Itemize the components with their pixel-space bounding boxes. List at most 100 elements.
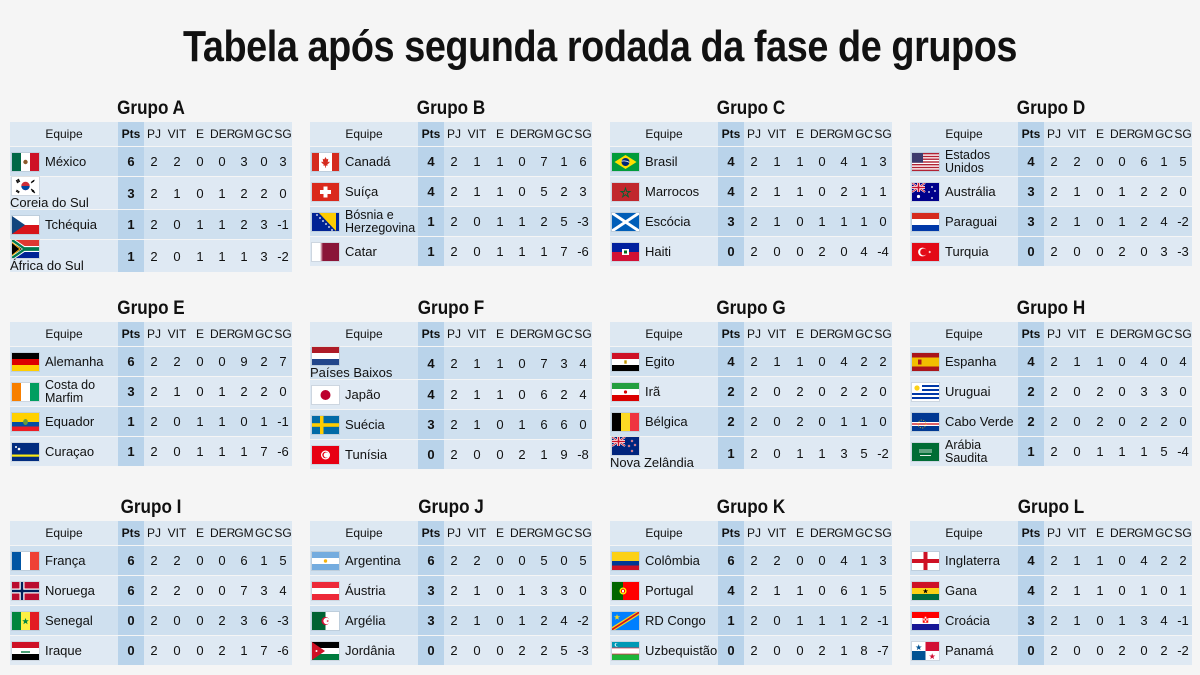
column-header: GM [1134, 322, 1154, 347]
stat-cell: 2 [744, 146, 764, 177]
stat-cell: 0 [1174, 176, 1192, 207]
group-10: Grupo J Equipe Pts PJ VIT E DER GM GC SG Argentina… [310, 495, 592, 665]
stat-cell: 0 [490, 635, 510, 665]
stat-cell: 1 [1090, 575, 1110, 606]
standings-table: Equipe Pts PJ VIT E DER GM GC SG Brasil 4 2 1 1 0 4 1 3 Ma… [610, 122, 892, 266]
points-cell: 4 [1018, 545, 1044, 576]
stat-cell: 3 [874, 146, 892, 177]
team-cell: Noruega [10, 575, 118, 606]
stat-cell: 7 [534, 146, 554, 177]
stat-cell: 1 [790, 346, 810, 377]
team-name: Croácia [945, 613, 990, 628]
points-cell: 3 [418, 409, 444, 440]
stat-cell: 0 [464, 439, 490, 470]
stat-cell: 1 [1090, 545, 1110, 576]
team-cell: França [10, 545, 118, 576]
stat-cell: 0 [490, 409, 510, 440]
stat-cell: 5 [554, 635, 574, 665]
table-row: Panamá 0 2 0 0 2 0 2 -2 [910, 635, 1192, 665]
team-name: Catar [345, 244, 377, 259]
table-row: Uzbequistão 0 2 0 0 2 1 8 -7 [610, 635, 892, 665]
team-cell: Curaçao [10, 436, 118, 466]
stat-cell: 7 [234, 575, 254, 606]
team-name: Noruega [45, 583, 95, 598]
stat-cell: 2 [744, 206, 764, 237]
stat-cell: -2 [274, 239, 292, 273]
column-header: E [1090, 322, 1110, 347]
points-cell: 6 [118, 575, 144, 606]
stat-cell: 2 [1064, 146, 1090, 177]
stat-cell: 0 [210, 346, 234, 377]
stat-cell: 0 [254, 146, 274, 177]
column-header: DER [210, 322, 235, 347]
team-name: Cabo Verde [945, 414, 1014, 429]
team-cell: Bélgica [610, 406, 718, 437]
czechia-flag [12, 215, 39, 234]
points-cell: 3 [418, 605, 444, 636]
table-row: Brasil 4 2 1 1 0 4 1 3 [610, 146, 892, 177]
stat-cell: 1 [1090, 346, 1110, 377]
stat-cell: 2 [144, 635, 164, 665]
column-header: VIT [1064, 322, 1090, 347]
argentina-flag [312, 551, 339, 570]
stat-cell: 0 [274, 376, 292, 407]
stat-cell: 1 [234, 635, 254, 665]
stat-cell: 1 [554, 146, 574, 177]
column-header: SG [574, 322, 592, 347]
stat-cell: 1 [210, 376, 234, 407]
stat-cell: 0 [1110, 575, 1134, 606]
stat-cell: 0 [1090, 236, 1110, 266]
cape-verde-flag [912, 412, 939, 431]
stat-cell: 0 [234, 406, 254, 437]
france-flag [12, 551, 39, 570]
uzbekistan-flag [612, 641, 639, 660]
column-header: Pts [1018, 322, 1044, 347]
team-cell: Austrália [910, 176, 1018, 207]
team-cell: Alemanha [10, 346, 118, 377]
points-cell: 4 [718, 346, 744, 377]
table-row: Suíça 4 2 1 1 0 5 2 3 [310, 176, 592, 207]
stat-cell: 4 [834, 346, 854, 377]
stat-cell: 4 [554, 605, 574, 636]
standings-table: Equipe Pts PJ VIT E DER GM GC SG Colômbia 6 2 2 0 0 4 1 3… [610, 521, 892, 665]
table-row: Canadá 4 2 1 1 0 7 1 6 [310, 146, 592, 177]
column-header: SG [1174, 322, 1192, 347]
stat-cell: -1 [274, 209, 292, 240]
team-cell: Canadá [310, 146, 418, 177]
stat-cell: 1 [464, 409, 490, 440]
stat-cell: 2 [1044, 635, 1064, 665]
stat-cell: 0 [1064, 376, 1090, 407]
stat-cell: 2 [164, 346, 190, 377]
stat-cell: 0 [210, 545, 234, 576]
table-header: Equipe Pts PJ VIT E DER GM GC SG [910, 122, 1192, 147]
team-cell: Países Baixos [310, 345, 418, 380]
stat-cell: 2 [464, 545, 490, 576]
stat-cell: 2 [444, 345, 464, 380]
stat-cell: -2 [574, 605, 592, 636]
stat-cell: 8 [854, 635, 874, 665]
morocco-flag [612, 182, 639, 201]
table-header: Equipe Pts PJ VIT E DER GM GC SG [610, 521, 892, 546]
stat-cell: 0 [490, 605, 510, 636]
table-row: Costa do Marfim 3 2 1 0 1 2 2 0 [10, 376, 292, 407]
column-header: GM [234, 122, 254, 147]
stat-cell: 2 [874, 346, 892, 377]
team-cell: Escócia [610, 206, 718, 237]
column-header: PJ [1044, 122, 1064, 147]
points-cell: 0 [718, 635, 744, 665]
team-name: Equador [45, 414, 95, 429]
stat-cell: 3 [1154, 376, 1174, 407]
points-cell: 4 [418, 345, 444, 380]
table-row: Uruguai 2 2 0 2 0 3 3 0 [910, 376, 1192, 407]
table-row: Estados Unidos 4 2 2 0 0 6 1 5 [910, 146, 1192, 177]
stat-cell: 0 [1064, 436, 1090, 466]
column-header: Equipe [910, 122, 1018, 147]
team-name: Inglaterra [945, 553, 1000, 568]
stat-cell: 0 [210, 575, 234, 606]
table-row: Colômbia 6 2 2 0 0 4 1 3 [610, 545, 892, 576]
column-header: Equipe [10, 322, 118, 347]
stat-cell: 4 [1134, 545, 1154, 576]
points-cell: 6 [118, 545, 144, 576]
points-cell: 6 [118, 346, 144, 377]
stat-cell: 1 [854, 545, 874, 576]
